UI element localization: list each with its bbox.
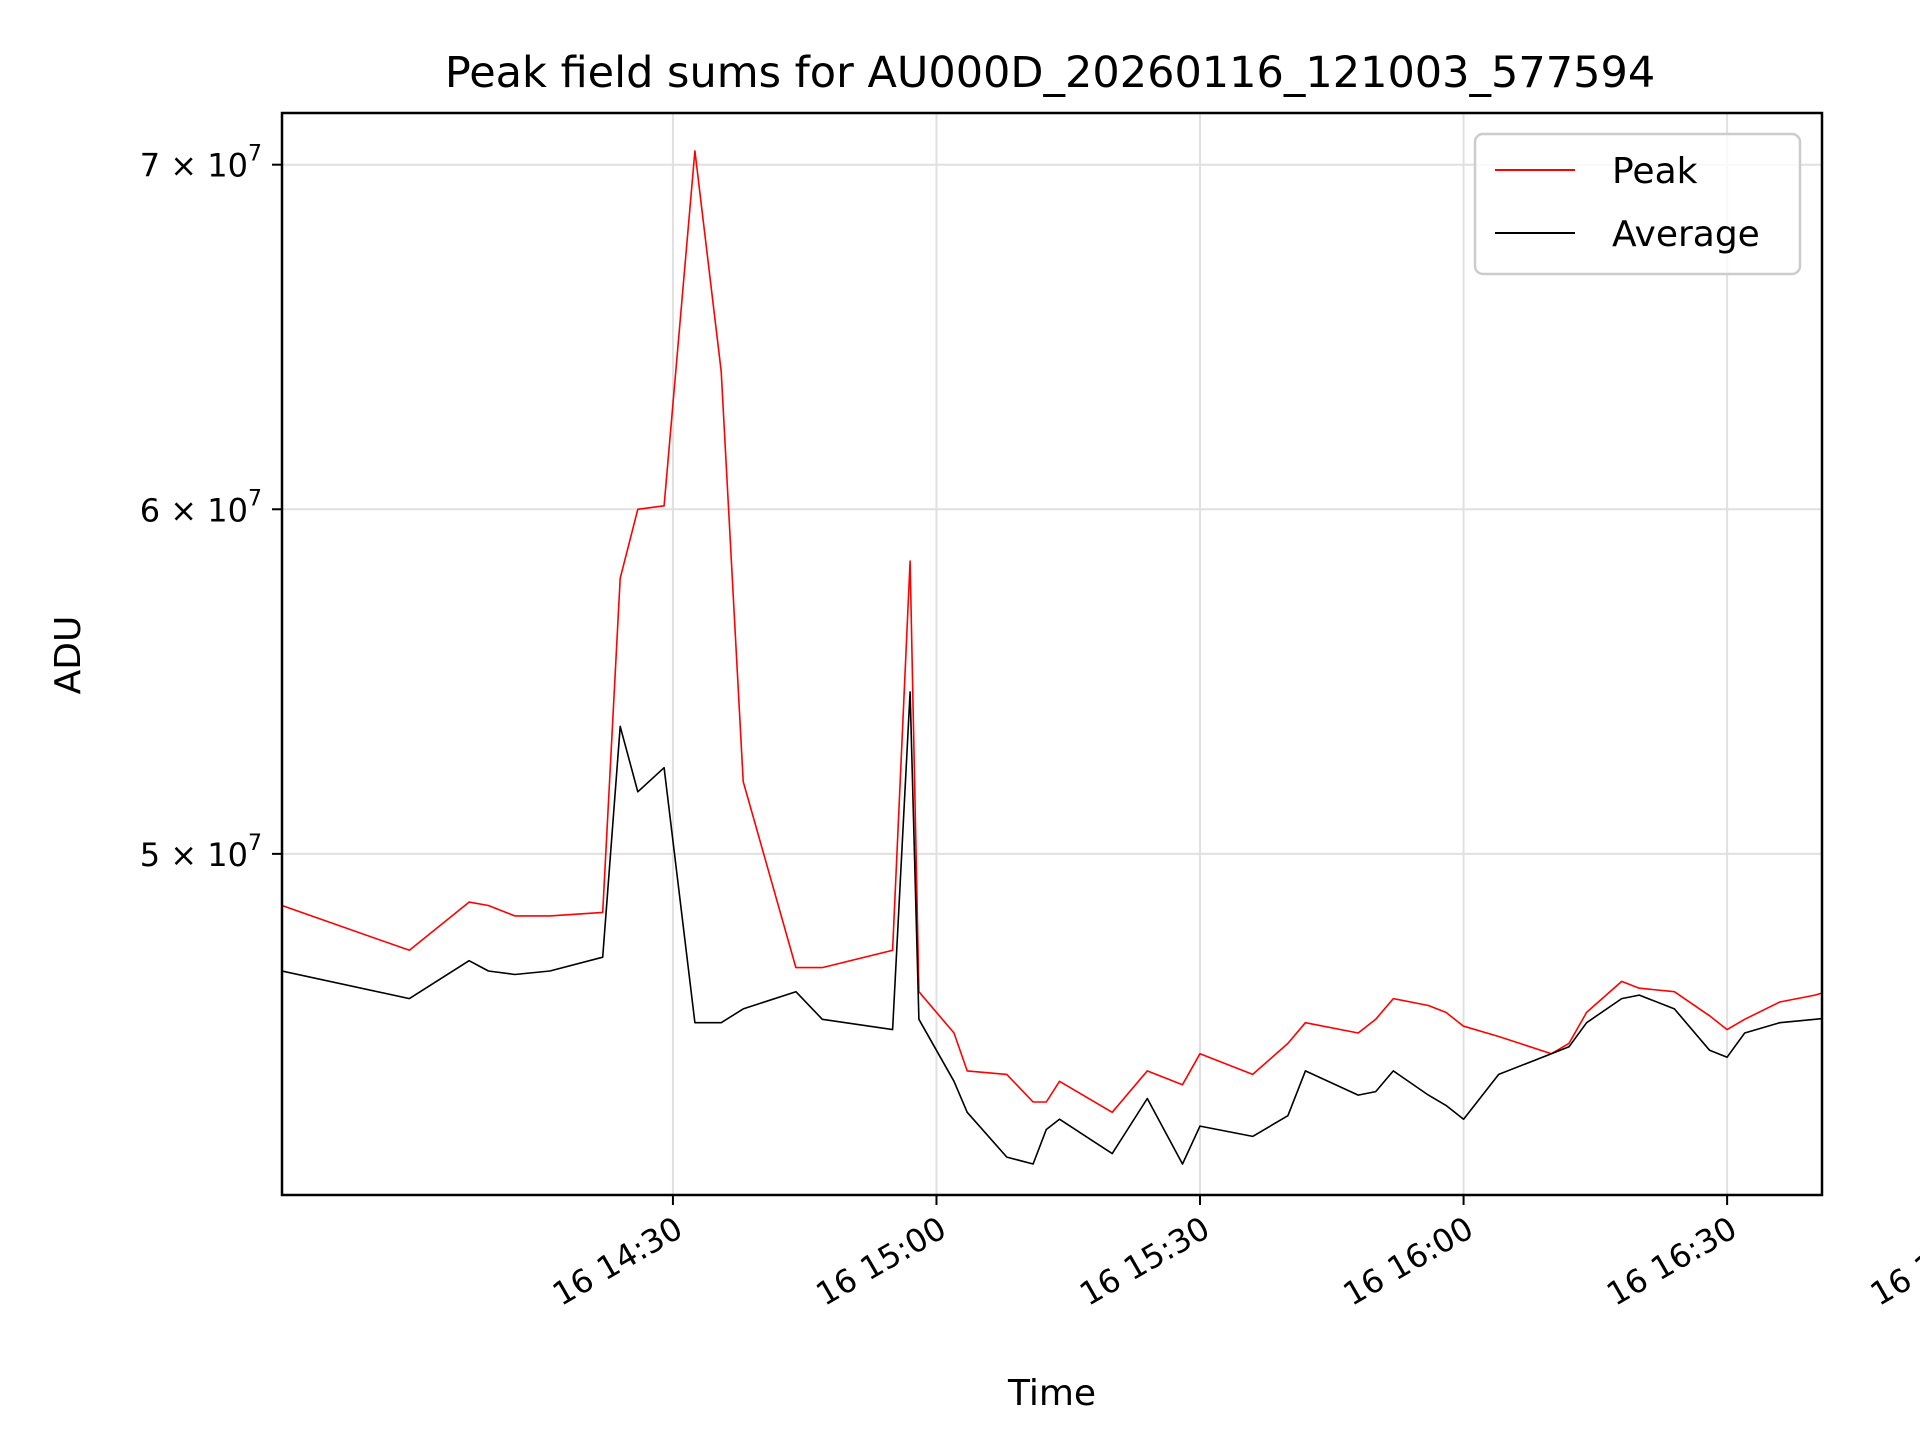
chart-title: Peak field sums for AU000D_20260116_1210…	[445, 48, 1655, 98]
y-tick-label-base: 7 × 10	[140, 147, 248, 185]
y-tick-label: 7 × 107	[140, 142, 262, 185]
legend-peak-label: Peak	[1612, 151, 1698, 192]
grid-layer	[282, 113, 1822, 1195]
series-layer	[282, 150, 1822, 1165]
y-tick-label: 6 × 107	[140, 486, 262, 529]
y-tick-label-base: 5 × 10	[140, 836, 248, 874]
y-tick-label-exponent: 7	[248, 486, 262, 511]
plot-frame	[280, 111, 1824, 1197]
x-axis-label: Time	[1007, 1373, 1096, 1414]
y-tick-label-base: 6 × 10	[140, 491, 248, 529]
legend-average-label: Average	[1612, 214, 1760, 255]
legend: Peak Average	[1473, 132, 1802, 276]
y-tick-label: 5 × 107	[140, 831, 262, 874]
series-line-average	[282, 691, 1822, 1165]
series-line-peak	[282, 150, 1822, 1114]
y-tick-label-exponent: 7	[248, 142, 262, 167]
y-axis-label: ADU	[48, 616, 89, 695]
y-tick-label-exponent: 7	[248, 831, 262, 856]
